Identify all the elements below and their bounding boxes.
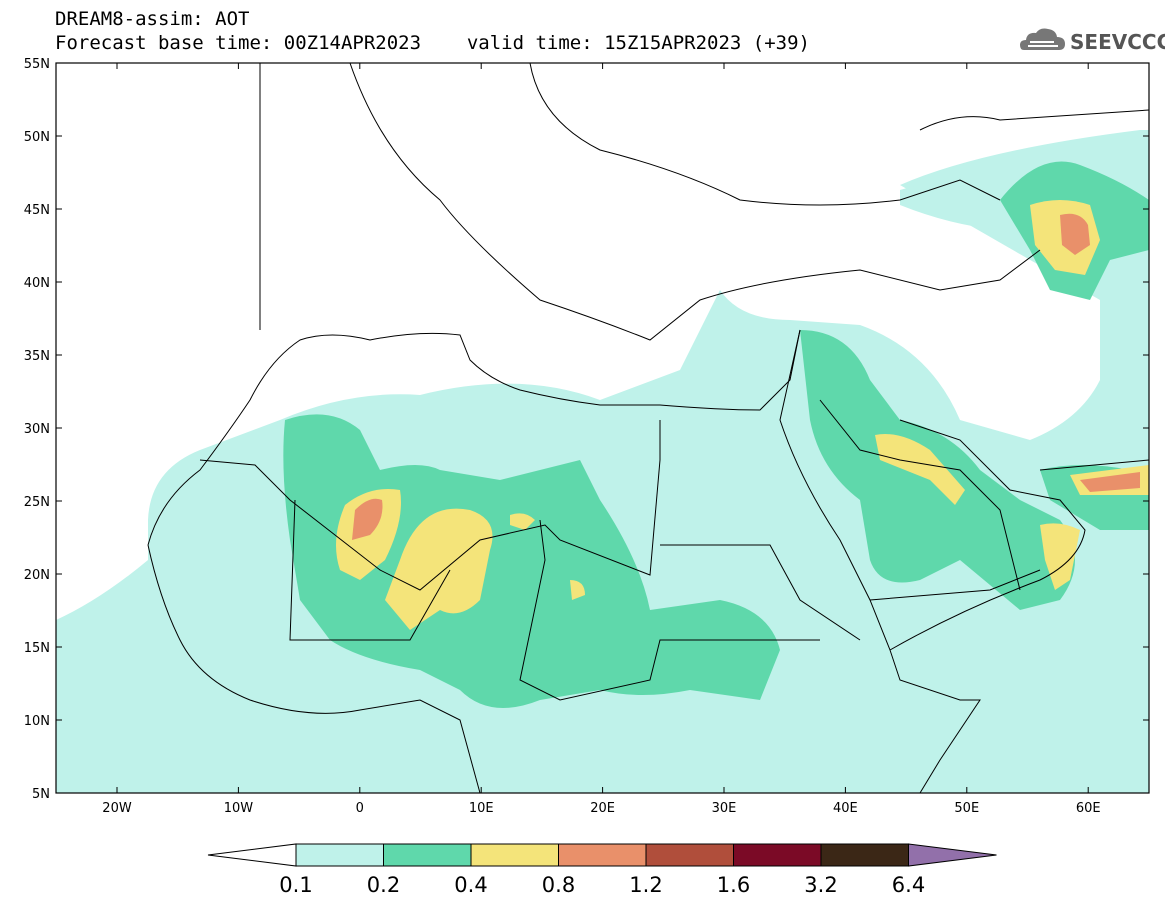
lon-label: 50E [954,801,979,816]
aot-level-0.4 [336,200,1149,630]
colorbar-min-arrow [207,843,297,867]
lat-label: 55N [24,57,50,72]
lat-label: 15N [24,641,50,656]
lon-label: 10E [469,801,494,816]
base-time-label: Forecast base time: 00Z14APR2023 [55,32,422,54]
lon-label: 0 [356,801,364,816]
colorbar-label: 0.4 [454,873,487,897]
logo-text: SEEVCCC [1070,30,1165,54]
lon-label: 60E [1076,801,1101,816]
colorbar: 0.1 0.2 0.4 0.8 1.2 1.6 3.2 6.4 [207,843,997,897]
colorbar-segment [645,843,734,867]
lon-label: 20W [102,801,132,816]
lat-label: 30N [24,422,50,437]
colorbar-label: 1.6 [717,873,750,897]
time-line: Forecast base time: 00Z14APR2023 valid t… [55,32,810,54]
lat-label: 20N [24,568,50,583]
lon-label: 30E [712,801,737,816]
cloud-icon [1020,28,1065,50]
lon-label: 20E [590,801,615,816]
seevccc-logo: SEEVCCC [1018,24,1165,58]
colorbar-segment [295,843,384,867]
colorbar-label: 3.2 [804,873,837,897]
lat-label: 10N [24,714,50,729]
colorbar-segment [820,843,909,867]
colorbar-label: 1.2 [629,873,662,897]
aot-level-0.8 [352,213,1140,540]
colorbar-label: 6.4 [892,873,925,897]
lat-label: 50N [24,130,50,145]
lat-label: 35N [24,349,50,364]
colorbar-segment [733,843,822,867]
lat-label: 25N [24,495,50,510]
valid-time-label: valid time: 15Z15APR2023 (+39) [466,32,810,54]
colorbar-label: 0.8 [542,873,575,897]
lat-label: 40N [24,276,50,291]
colorbar-label: 0.2 [367,873,400,897]
lat-label: 5N [32,787,50,802]
lat-label: 45N [24,203,50,218]
lon-label: 10W [224,801,254,816]
colorbar-max-arrow [908,843,997,867]
model-title: DREAM8-assim: AOT [55,8,250,30]
colorbar-segment [558,843,647,867]
coastlines [147,63,1149,793]
axis-labels: 55N 50N 45N 40N 35N 30N 25N 20N 15N 10N 5N 20W 10W 0 1… [24,57,1149,816]
map-field [56,63,1149,793]
colorbar-segment [470,843,559,867]
lon-label: 40E [833,801,858,816]
colorbar-label: 0.1 [279,873,312,897]
colorbar-segment [383,843,472,867]
